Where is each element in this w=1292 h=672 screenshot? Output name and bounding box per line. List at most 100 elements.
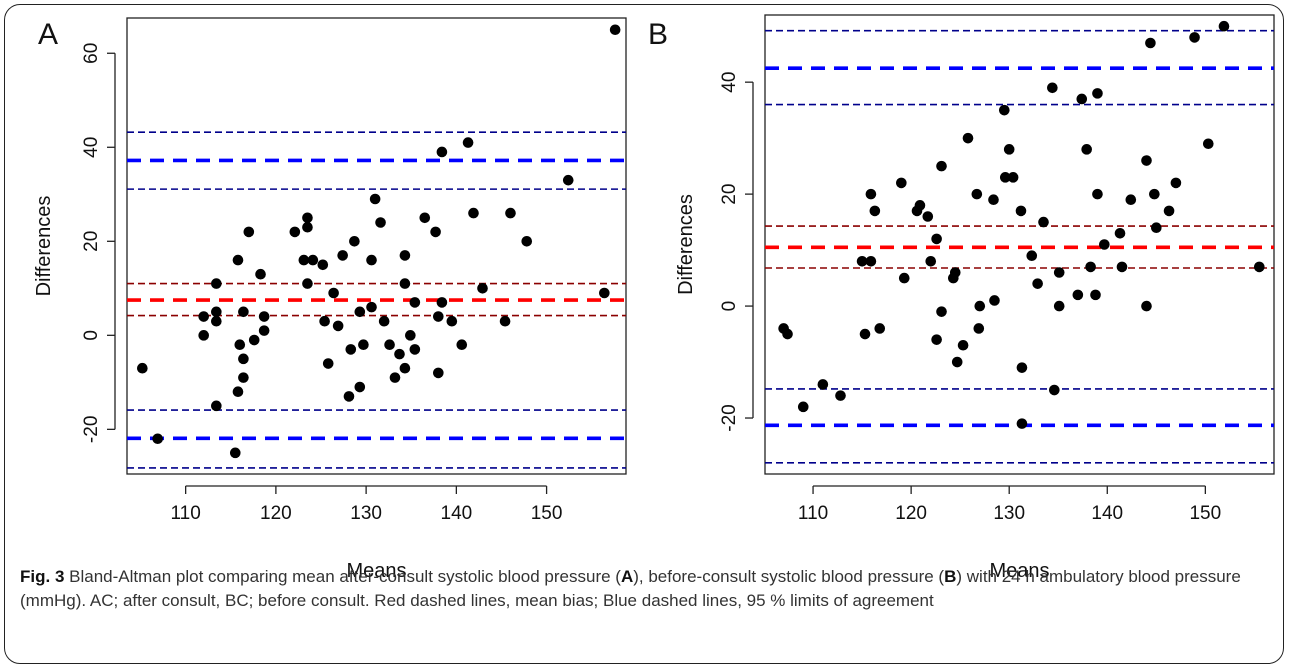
data-point — [1081, 144, 1092, 155]
data-point — [1218, 20, 1230, 32]
data-point — [865, 188, 877, 200]
data-point — [922, 211, 934, 222]
data-point — [1114, 228, 1126, 239]
data-point — [248, 334, 260, 346]
data-point — [384, 339, 395, 351]
data-point — [1099, 239, 1110, 250]
data-point — [317, 259, 329, 271]
data-point — [349, 235, 360, 247]
data-point — [446, 315, 458, 327]
caption-bold-b: B — [944, 567, 957, 586]
x-tick-label: 120 — [895, 503, 927, 524]
data-point — [211, 400, 222, 412]
data-point — [436, 297, 448, 308]
data-point — [433, 367, 444, 379]
data-point — [499, 315, 511, 327]
y-tick-label: 40 — [719, 72, 740, 93]
data-point — [817, 379, 829, 390]
x-tick-label: 150 — [1189, 503, 1221, 524]
data-point — [332, 320, 344, 332]
data-point — [232, 386, 244, 398]
data-point — [328, 287, 339, 299]
data-point — [1092, 188, 1103, 200]
data-point — [198, 330, 209, 341]
data-point — [1253, 261, 1265, 273]
data-point — [399, 278, 411, 289]
data-point — [462, 137, 474, 148]
data-point — [211, 315, 222, 327]
data-point — [599, 287, 610, 299]
data-point — [998, 104, 1010, 116]
y-tick-label: -20 — [81, 416, 102, 443]
data-point — [521, 235, 533, 247]
data-point — [456, 339, 468, 351]
data-point — [419, 212, 431, 224]
x-tick-label: 120 — [260, 503, 292, 524]
data-point — [238, 353, 249, 365]
data-point — [1085, 261, 1096, 273]
data-point — [1163, 205, 1175, 217]
data-point — [389, 372, 401, 383]
y-tick-label: 40 — [81, 137, 102, 158]
data-point — [302, 221, 313, 233]
data-point — [865, 255, 877, 267]
data-point — [874, 323, 886, 334]
y-tick-label: -20 — [719, 404, 740, 431]
figure-frame — [4, 4, 1284, 664]
data-point — [232, 254, 244, 266]
data-point — [375, 217, 386, 228]
caption-text-1: Bland-Altman plot comparing mean after-c… — [64, 567, 621, 586]
x-axis-title: Means — [989, 560, 1049, 582]
data-point — [1170, 177, 1182, 189]
data-point — [989, 295, 1000, 306]
data-point — [974, 300, 986, 312]
data-point — [238, 306, 249, 318]
data-point — [1032, 278, 1043, 289]
data-point — [409, 344, 421, 355]
data-point — [505, 207, 516, 219]
data-point — [477, 283, 488, 294]
data-point — [258, 311, 270, 322]
data-point — [782, 328, 793, 340]
caption-fig-label: Fig. 3 — [20, 567, 65, 586]
plot-area-border — [764, 14, 1275, 475]
data-point — [409, 297, 421, 308]
data-point — [1145, 37, 1156, 49]
data-point — [999, 172, 1011, 183]
data-point — [856, 255, 868, 267]
x-tick-label: 110 — [171, 503, 201, 524]
data-point — [378, 315, 390, 327]
data-point — [1003, 144, 1015, 155]
data-point — [1189, 32, 1200, 43]
data-point — [951, 356, 963, 368]
data-point — [302, 212, 313, 224]
data-point — [1116, 261, 1128, 273]
data-point — [1016, 362, 1028, 373]
bland-altman-panel-a: A 110 120 130 140 150 Means -20 0 20 40 60 Differenc… — [33, 17, 627, 582]
data-point — [936, 306, 947, 317]
data-point — [1092, 88, 1103, 99]
data-point — [931, 233, 942, 245]
data-point — [896, 177, 907, 189]
data-point — [562, 174, 574, 186]
data-point — [343, 391, 355, 402]
x-axis-title: Means — [346, 560, 406, 582]
data-point — [973, 323, 985, 334]
data-point — [936, 160, 947, 172]
data-point — [957, 339, 969, 351]
data-point — [302, 278, 313, 289]
data-point — [337, 250, 348, 261]
x-tick-label: 140 — [441, 503, 473, 524]
data-point — [1125, 194, 1137, 206]
data-point — [1141, 300, 1152, 312]
x-tick-label: 150 — [531, 503, 563, 524]
data-point — [1047, 82, 1058, 94]
data-point — [211, 278, 222, 289]
data-point — [1053, 300, 1065, 312]
data-point — [394, 348, 405, 360]
data-point — [835, 390, 846, 401]
data-point — [898, 272, 910, 284]
data-point — [354, 381, 366, 393]
data-point — [1076, 93, 1088, 105]
data-point — [234, 339, 246, 351]
